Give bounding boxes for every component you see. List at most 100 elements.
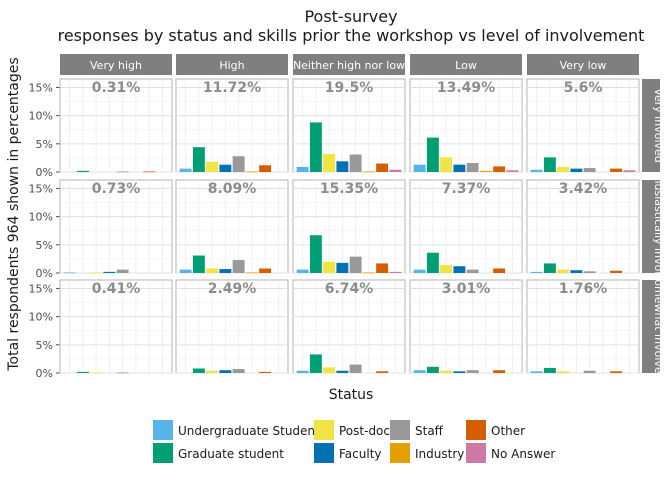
row-strip-label: Enthusiastically involved	[652, 158, 665, 294]
panel: 3.42%	[526, 179, 640, 274]
column-strip	[176, 54, 288, 75]
panel-background	[59, 279, 173, 374]
bar	[479, 170, 492, 172]
panel: 0.31%	[59, 78, 173, 173]
bar	[530, 271, 543, 273]
bar	[296, 370, 309, 373]
panel-background	[526, 179, 640, 274]
panel-background	[526, 279, 640, 374]
column-strip-label: Low	[455, 59, 477, 72]
panel-total-label: 15.35%	[320, 181, 378, 197]
bar	[63, 272, 76, 274]
bar	[583, 168, 596, 172]
legend-item: Undergraduate Student	[153, 420, 320, 440]
bar	[245, 272, 258, 274]
bar	[143, 171, 156, 173]
legend-swatch	[466, 420, 486, 440]
bar	[543, 157, 556, 172]
row-strip-label: Very involved	[652, 88, 665, 163]
bar	[610, 371, 623, 373]
bar	[413, 370, 426, 373]
bar	[362, 171, 375, 173]
bar	[192, 368, 205, 373]
bar	[179, 168, 192, 172]
bar	[336, 161, 349, 172]
bar	[76, 371, 89, 373]
bar	[440, 265, 453, 273]
bar	[413, 164, 426, 172]
panel: 11.72%	[175, 78, 289, 173]
chart-title: Post-survey	[304, 7, 397, 26]
bar	[116, 171, 129, 173]
bar	[90, 272, 103, 274]
panel-total-label: 3.42%	[559, 181, 608, 197]
panel-total-label: 13.49%	[437, 80, 495, 96]
y-tick-label: 0%	[36, 166, 53, 179]
y-axis-title: Total respondents 964 shown in percentag…	[6, 57, 22, 371]
bar	[583, 271, 596, 273]
bar	[530, 371, 543, 373]
panel-total-label: 19.5%	[325, 80, 374, 96]
panel: 1.76%	[526, 279, 640, 374]
legend-item: Staff	[390, 420, 444, 440]
bar	[466, 370, 479, 373]
bar	[376, 371, 389, 373]
panel-total-label: 0.73%	[92, 181, 141, 197]
bar	[309, 235, 322, 273]
bar	[296, 269, 309, 273]
panel-background	[526, 78, 640, 173]
y-tick-label: 15%	[29, 182, 53, 195]
legend-label: Faculty	[339, 447, 382, 461]
bar	[309, 354, 322, 373]
bar	[610, 168, 623, 172]
column-strip	[527, 54, 639, 75]
panel-total-label: 7.37%	[442, 181, 491, 197]
panel-total-label: 2.49%	[208, 281, 257, 297]
column-strip-label: High	[219, 59, 244, 72]
bar	[466, 269, 479, 273]
bar	[557, 166, 570, 172]
bar	[219, 370, 232, 373]
panel-background	[59, 78, 173, 173]
x-axis-title: Status	[329, 387, 374, 403]
bar	[192, 147, 205, 172]
panel: 2.49%	[175, 279, 289, 374]
bar	[376, 163, 389, 172]
bar	[440, 370, 453, 373]
y-tick-label: 15%	[29, 81, 53, 94]
bar	[453, 266, 466, 273]
bar	[426, 252, 439, 273]
legend-label: Other	[491, 424, 525, 438]
legend-swatch	[153, 443, 173, 463]
row-strip-label: Somewhat involved	[652, 272, 665, 380]
legend-label: Staff	[415, 424, 444, 438]
bar	[426, 137, 439, 172]
panel-total-label: 5.6%	[564, 80, 603, 96]
y-tick-label: 10%	[29, 211, 53, 224]
row-strip-text-group: Very involved	[652, 88, 665, 163]
legend-swatch	[314, 443, 334, 463]
bar	[453, 164, 466, 172]
panel: 3.01%	[409, 279, 523, 374]
bar	[506, 170, 519, 172]
panel: 0.73%	[59, 179, 173, 274]
bar	[610, 270, 623, 273]
bar	[623, 170, 636, 172]
bar	[259, 268, 272, 273]
y-tick-label: 5%	[36, 339, 53, 352]
panel: 8.09%	[175, 179, 289, 274]
panel: 13.49%	[409, 78, 523, 173]
bar	[206, 268, 219, 273]
bar	[349, 256, 362, 273]
panel-total-label: 1.76%	[559, 281, 608, 297]
bar	[323, 153, 336, 172]
legend-item: Post-doc	[314, 420, 390, 440]
bar	[570, 168, 583, 172]
bar	[570, 270, 583, 273]
bar	[530, 169, 543, 172]
bar	[466, 162, 479, 172]
y-tick-label: 10%	[29, 311, 53, 324]
bar	[389, 169, 402, 172]
legend-swatch	[466, 443, 486, 463]
